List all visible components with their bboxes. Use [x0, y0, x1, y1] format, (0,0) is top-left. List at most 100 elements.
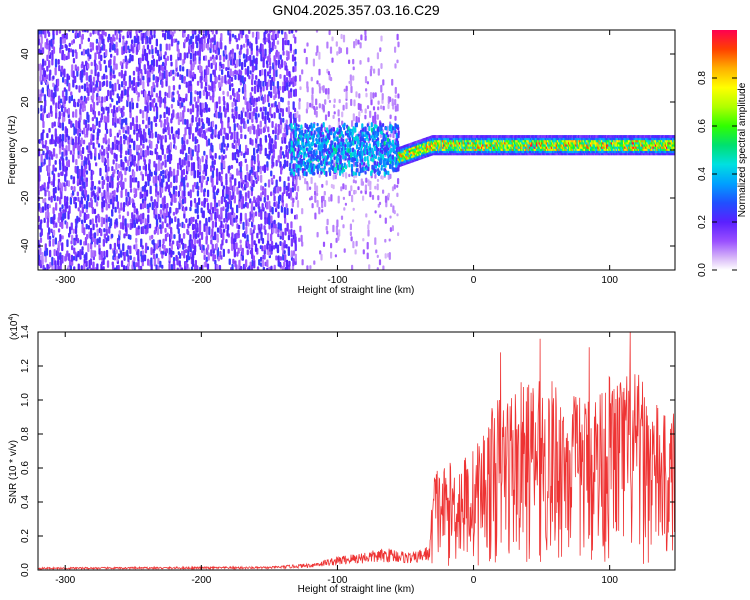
spectrogram-cell: [165, 106, 169, 115]
spectrogram-cell: [383, 141, 386, 146]
spectrogram-cell: [214, 124, 218, 130]
spectrogram-cell: [186, 182, 189, 188]
spectrogram-cell: [82, 48, 86, 56]
spectrogram-cell: [76, 191, 79, 197]
spectrogram-cell: [283, 159, 287, 168]
spectrogram-cell: [69, 265, 72, 270]
spectrogram-cell: [261, 48, 265, 58]
spectrogram-cell: [312, 137, 315, 143]
spectrogram-cell: [124, 70, 127, 77]
spectrogram-cell: [133, 76, 136, 81]
spectrogram-cell: [324, 143, 327, 149]
spectrogram-cell: [144, 105, 147, 112]
spectrogram-cell: [210, 42, 213, 49]
spectrogram-cell: [144, 164, 147, 172]
spectrogram-cell: [266, 30, 269, 34]
spectrogram-cell: [170, 264, 174, 270]
spectrogram-cell: [261, 111, 264, 120]
spectrogram-cell: [239, 30, 242, 35]
spectrogram-cell: [158, 64, 161, 74]
spectrogram-cell: [313, 105, 316, 111]
spectrogram-cell: [370, 157, 373, 162]
spectrogram-cell: [200, 37, 203, 45]
spectrogram-cell: [161, 135, 164, 140]
spectrogram-cell: [149, 235, 152, 241]
spectrogram-cell: [197, 144, 200, 153]
spectrogram-cell: [50, 89, 53, 98]
spectrogram-cell: [244, 212, 247, 221]
spectrogram-cell: [193, 96, 196, 102]
spectrogram-cell: [377, 168, 380, 172]
spectrogram-cell: [181, 137, 184, 145]
spectrogram-cell: [80, 154, 83, 161]
spectrogram-cell: [70, 185, 73, 191]
spectrogram-cell: [316, 199, 319, 208]
spectrogram-cell: [354, 127, 357, 133]
spectrogram-cell: [98, 30, 102, 32]
spectrogram-cell: [44, 60, 47, 66]
spectrogram-cell: [226, 201, 230, 210]
spectrogram-cell: [105, 106, 108, 111]
spectrogram-cell: [46, 81, 49, 86]
spectrogram-cell: [159, 114, 162, 119]
spectrogram-cell: [184, 127, 187, 136]
spectrogram-cell: [250, 175, 253, 184]
spectrogram-cell: [57, 259, 60, 266]
spectrogram-cell: [78, 121, 81, 129]
spectrogram-cell: [270, 240, 274, 246]
spectrogram-cell: [107, 138, 110, 145]
spectrogram-cell: [204, 55, 208, 61]
spectrogram-cell: [279, 86, 282, 91]
spectrogram-cell: [268, 212, 271, 220]
spectrogram-cell: [168, 252, 171, 262]
spectrogram-cell: [239, 239, 242, 244]
spectrogram-cell: [115, 162, 118, 171]
spectrogram-cell: [45, 74, 48, 80]
spectrogram-cell: [58, 111, 61, 120]
spectrogram-cell: [128, 79, 131, 89]
spectrogram-cell: [257, 31, 260, 40]
spectrogram-cell: [272, 38, 275, 47]
spectrogram-cell: [198, 158, 201, 166]
spectrogram-cell: [203, 188, 206, 193]
spectrogram-cell: [268, 117, 271, 123]
spectrogram-cell: [189, 52, 193, 60]
spectrogram-cell: [394, 115, 397, 121]
spectrogram-cell: [295, 168, 298, 173]
spectrogram-cell: [228, 78, 231, 85]
spectrogram-cell: [279, 161, 282, 168]
spectrogram-cell: [133, 155, 136, 162]
spectrogram-cell: [314, 182, 317, 191]
spectrogram-cell: [56, 78, 60, 87]
spectrogram-cell: [368, 220, 371, 225]
spectrogram-cell: [387, 170, 390, 176]
spectrogram-cell: [203, 254, 206, 261]
spectrogram-cell: [79, 102, 82, 110]
spectrogram-cell: [59, 122, 62, 129]
spectrogram-cell: [185, 81, 188, 88]
spectrogram-cell: [229, 212, 232, 220]
spectrogram-cell: [338, 163, 341, 170]
spectrogram-cell: [233, 92, 236, 98]
spectrogram-cell: [355, 144, 359, 150]
spectrogram-cell: [79, 239, 82, 246]
spectrogram-cell: [80, 265, 83, 270]
spectrogram-cell: [340, 215, 344, 220]
spectrogram-cell: [104, 133, 107, 142]
spectrogram-cell: [290, 208, 293, 214]
spectrogram-cell: [129, 255, 132, 261]
spectrogram-cell: [93, 208, 97, 215]
spectrogram-cell: [78, 168, 81, 177]
spectrogram-cell: [119, 116, 122, 125]
spectrogram-cell: [150, 34, 153, 40]
spectrogram-cell: [244, 192, 248, 197]
spectrogram-cell: [182, 233, 186, 239]
spectrogram-cell: [170, 103, 174, 109]
spectrogram-cell: [152, 253, 156, 260]
spectrogram-cell: [292, 197, 295, 204]
spectrogram-cell: [172, 256, 176, 262]
spectrogram-cell: [380, 84, 383, 93]
spectrogram-cell: [251, 239, 254, 248]
spectrogram-cell: [251, 73, 254, 80]
spectrogram-cell: [270, 265, 273, 270]
